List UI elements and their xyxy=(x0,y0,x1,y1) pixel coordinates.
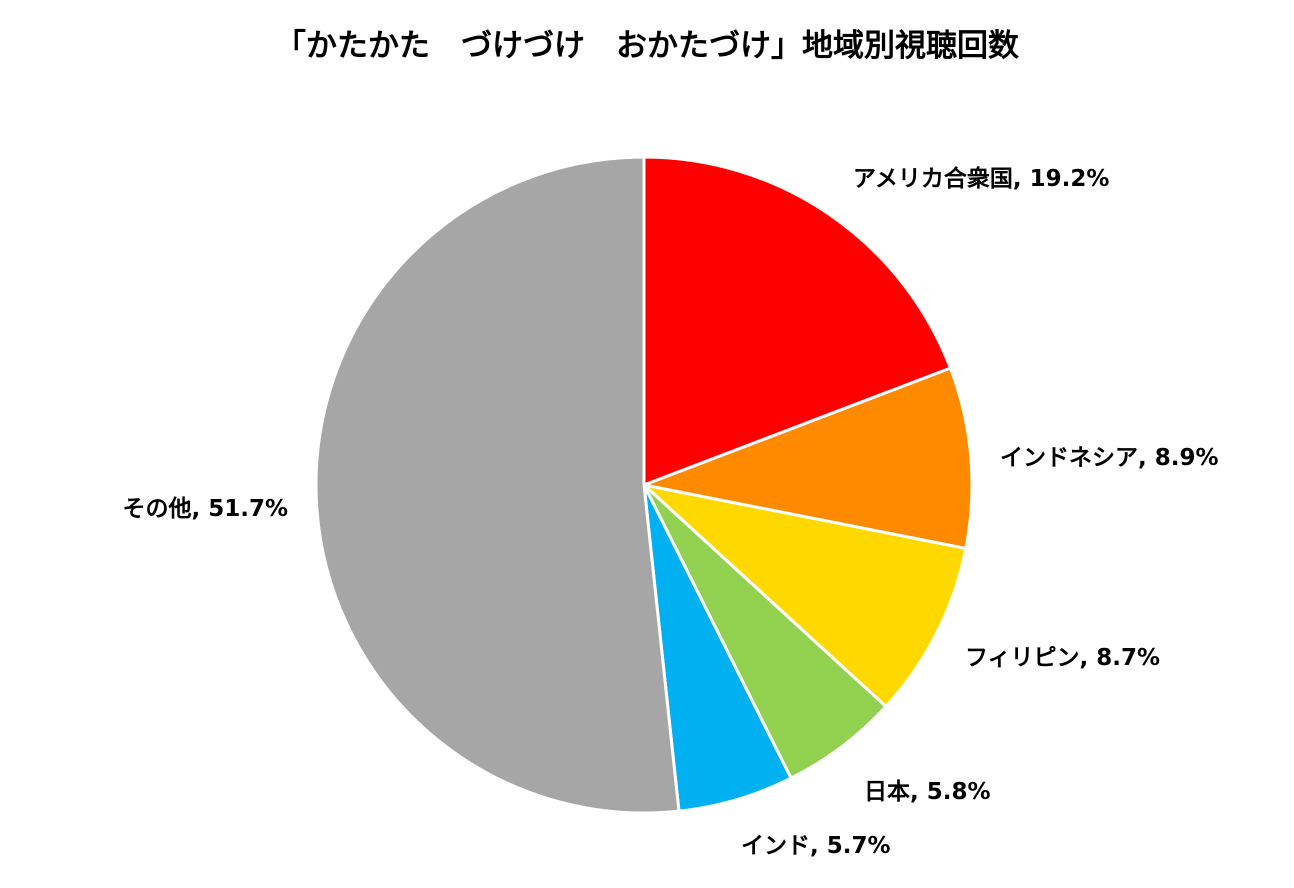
chart-title: 「かたかた づけづけ おかたづけ」地域別視聴回数 xyxy=(275,28,1019,64)
pie-labels: アメリカ合衆国, 19.2% インドネシア, 8.9% フィリピン, 8.7% 日本,… xyxy=(122,165,1218,859)
slice-label-philippines: フィリピン, 8.7% xyxy=(965,645,1160,671)
pie-slice-usa xyxy=(642,155,952,487)
pie-slice-indonesia xyxy=(642,366,974,550)
pie-slices xyxy=(314,155,974,815)
slice-label-indonesia: インドネシア, 8.9% xyxy=(1000,445,1219,471)
slice-label-japan: 日本, 5.8% xyxy=(864,779,991,805)
slice-label-india: インド, 5.7% xyxy=(741,833,891,859)
pie-slice-other xyxy=(314,155,681,815)
slice-label-usa: アメリカ合衆国, 19.2% xyxy=(853,165,1109,192)
pie-slice-philippines xyxy=(642,483,968,709)
slice-label-other: その他, 51.7% xyxy=(122,496,288,522)
